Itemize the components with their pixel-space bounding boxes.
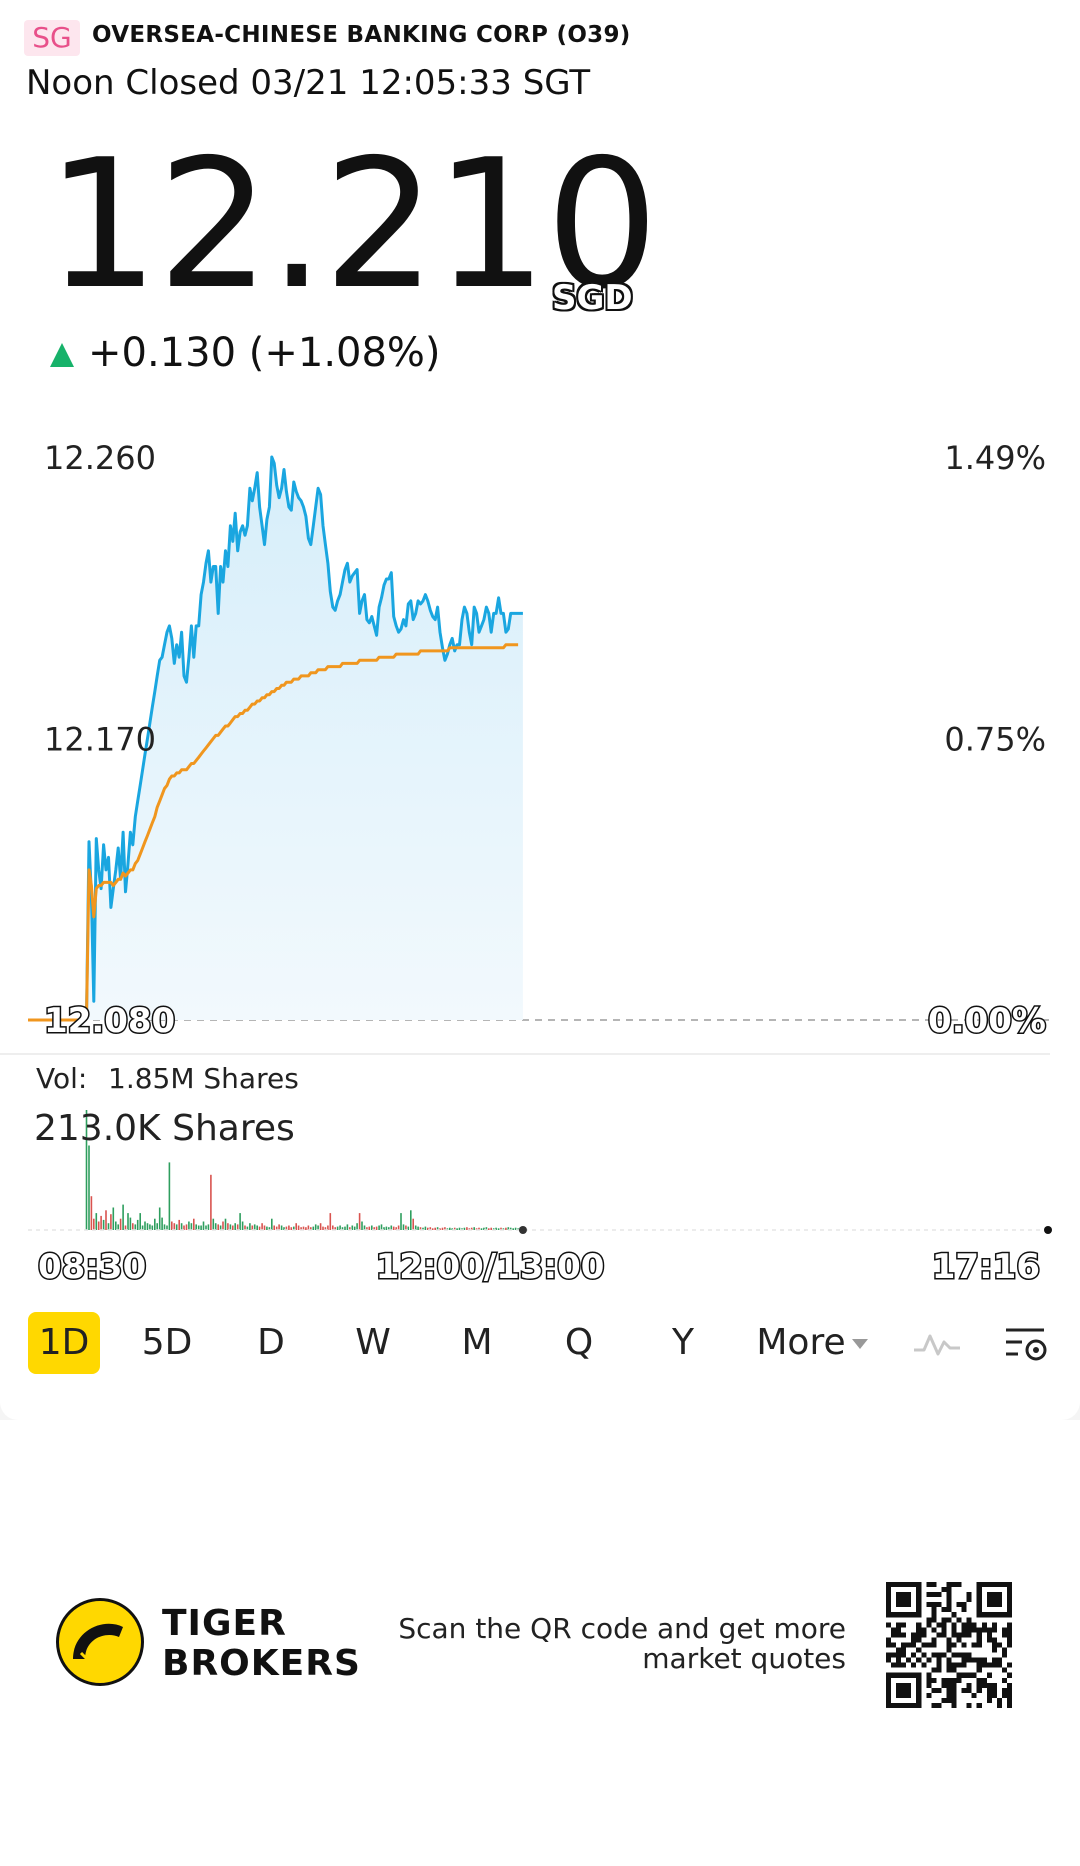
volume-total: 1.85M Shares (108, 1062, 299, 1095)
tab-more-label: More (756, 1322, 846, 1363)
x-tick: 08:30 (38, 1247, 146, 1287)
tiger-brokers-logo (56, 1598, 144, 1686)
market-status: Noon Closed 03/21 12:05:33 SGT (26, 63, 591, 103)
tab-y[interactable]: Y (672, 1322, 694, 1363)
y-tick-right: 0.00% (928, 1001, 1046, 1041)
tab-w[interactable]: W (355, 1322, 391, 1363)
brand-line2: BROKERS (162, 1643, 361, 1684)
market-tag: SG (24, 20, 80, 56)
x-tick: 12:00/13:00 (376, 1247, 605, 1287)
tab-5d[interactable]: 5D (141, 1322, 193, 1363)
indicator-wave-icon[interactable] (912, 1326, 962, 1360)
currency-label: SGD (552, 278, 633, 318)
intraday-chart[interactable]: 12.260 12.170 12.080 1.49% 0.75% 0.00% 08:30 12… (0, 430, 1080, 1310)
price-change: +0.130 (+1.08%) (88, 330, 441, 376)
qr-code[interactable] (886, 1582, 1012, 1708)
tab-m[interactable]: M (461, 1322, 493, 1363)
footer (0, 1420, 1080, 1866)
tab-more[interactable]: More (752, 1312, 872, 1374)
quote-card: SG OVERSEA-CHINESE BANKING CORP (O39) No… (0, 20, 1080, 1378)
scan-prompt-line1: Scan the QR code and get more (398, 1612, 846, 1645)
stock-name: OVERSEA-CHINESE BANKING CORP (O39) (92, 22, 631, 48)
volume-label: Vol: (36, 1062, 88, 1095)
last-price: 12.210 (46, 121, 659, 328)
scan-prompt-line2: market quotes (642, 1642, 846, 1675)
y-tick-left: 12.080 (44, 1001, 175, 1041)
y-tick-left: 12.260 (44, 439, 156, 477)
chart-settings-icon[interactable] (1004, 1324, 1050, 1364)
y-tick-right: 1.49% (944, 439, 1046, 477)
end-marker (1044, 1226, 1052, 1234)
tab-d[interactable]: D (257, 1322, 285, 1363)
tab-1d[interactable]: 1D (28, 1312, 100, 1374)
avg-price-line (28, 643, 519, 1022)
volume-max-label: 213.0K Shares (34, 1108, 295, 1149)
tab-q[interactable]: Q (564, 1322, 594, 1363)
current-marker (518, 1226, 527, 1234)
y-tick-right: 0.75% (944, 721, 1046, 759)
x-tick: 17:16 (932, 1247, 1040, 1287)
brand-line1: TIGER (162, 1603, 287, 1644)
caret-down-icon (851, 1339, 868, 1349)
price-area-fill (28, 457, 523, 1020)
up-arrow-icon (50, 343, 74, 367)
tiger-logo-icon (73, 1623, 123, 1663)
y-tick-left: 12.170 (44, 721, 156, 759)
period-tabs: 1D 5D D W M Q Y More (0, 1312, 1080, 1378)
price-line (28, 455, 523, 1022)
